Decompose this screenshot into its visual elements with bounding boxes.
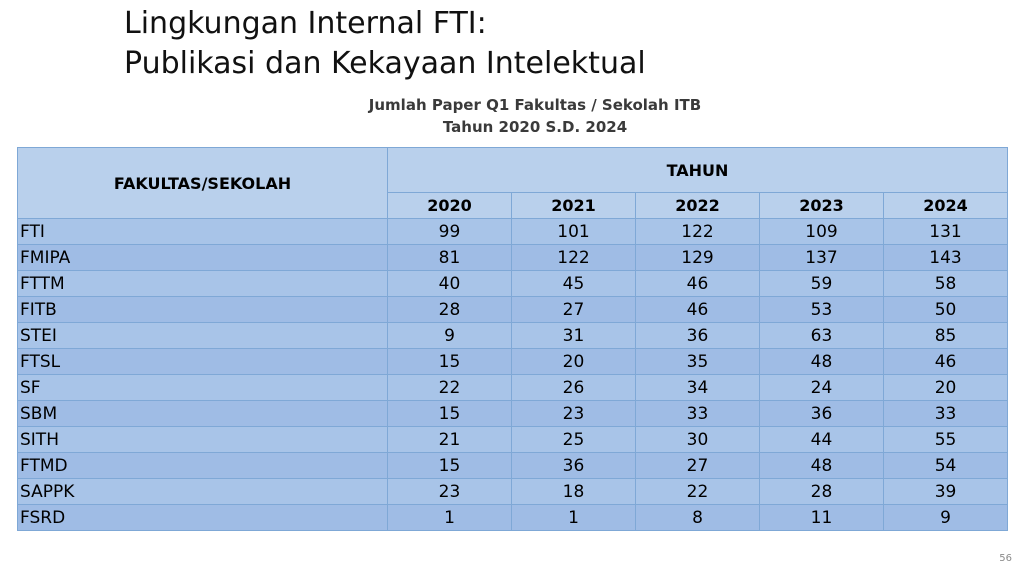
- header-year-2024: 2024: [882, 192, 1009, 219]
- value-cell: 48: [759, 452, 884, 479]
- value-cell: 81: [387, 244, 512, 271]
- value-cell: 39: [882, 478, 1009, 505]
- value-cell: 27: [635, 452, 760, 479]
- value-cell: 129: [635, 244, 760, 271]
- value-cell: 18: [511, 478, 636, 505]
- value-cell: 23: [387, 478, 512, 505]
- value-cell: 46: [635, 270, 760, 297]
- value-cell: 8: [635, 504, 760, 531]
- table-row: FTTM 40 45 46 59 58: [17, 270, 1009, 297]
- value-cell: 11: [759, 504, 884, 531]
- value-cell: 85: [882, 322, 1009, 349]
- value-cell: 24: [759, 374, 884, 401]
- paper-q1-table: FAKULTAS/SEKOLAH TAHUN 2020 2021 2022 2023 2…: [17, 147, 1009, 531]
- faculty-cell: FTTM: [17, 270, 388, 297]
- table-caption-line-2: Tahun 2020 S.D. 2024: [442, 118, 628, 136]
- value-cell: 15: [387, 348, 512, 375]
- value-cell: 63: [759, 322, 884, 349]
- faculty-cell: SF: [17, 374, 388, 401]
- value-cell: 40: [387, 270, 512, 297]
- table-row: SITH 21 25 30 44 55: [17, 426, 1009, 453]
- value-cell: 101: [511, 218, 636, 245]
- value-cell: 137: [759, 244, 884, 271]
- value-cell: 25: [511, 426, 636, 453]
- faculty-cell: FSRD: [17, 504, 388, 531]
- value-cell: 20: [882, 374, 1009, 401]
- faculty-cell: SITH: [17, 426, 388, 453]
- value-cell: 28: [387, 296, 512, 323]
- value-cell: 26: [511, 374, 636, 401]
- value-cell: 9: [882, 504, 1009, 531]
- value-cell: 20: [511, 348, 636, 375]
- header-year-2020: 2020: [387, 192, 512, 219]
- value-cell: 30: [635, 426, 760, 453]
- faculty-cell: SBM: [17, 400, 388, 427]
- value-cell: 15: [387, 400, 512, 427]
- value-cell: 59: [759, 270, 884, 297]
- header-year-2022: 2022: [635, 192, 760, 219]
- value-cell: 34: [635, 374, 760, 401]
- value-cell: 15: [387, 452, 512, 479]
- header-year-2023: 2023: [759, 192, 884, 219]
- value-cell: 22: [387, 374, 512, 401]
- header-faculty: FAKULTAS/SEKOLAH: [17, 147, 388, 219]
- slide-title-line-1: Lingkungan Internal FTI:: [124, 6, 487, 41]
- value-cell: 22: [635, 478, 760, 505]
- table-caption: Jumlah Paper Q1 Fakultas / Sekolah ITB T…: [0, 94, 1024, 138]
- faculty-cell: FITB: [17, 296, 388, 323]
- value-cell: 122: [511, 244, 636, 271]
- table-row: FITB 28 27 46 53 50: [17, 296, 1009, 323]
- table-row: FTMD 15 36 27 48 54: [17, 452, 1009, 479]
- table-row: FMIPA 81 122 129 137 143: [17, 244, 1009, 271]
- value-cell: 36: [511, 452, 636, 479]
- value-cell: 46: [635, 296, 760, 323]
- value-cell: 44: [759, 426, 884, 453]
- value-cell: 46: [882, 348, 1009, 375]
- header-year-group: TAHUN: [386, 147, 1009, 193]
- value-cell: 58: [882, 270, 1009, 297]
- page-number: 56: [999, 553, 1012, 564]
- value-cell: 1: [511, 504, 636, 531]
- value-cell: 31: [511, 322, 636, 349]
- table-row: FSRD 1 1 8 11 9: [17, 504, 1009, 531]
- slide-title-line-2: Publikasi dan Kekayaan Intelektual: [124, 46, 646, 81]
- value-cell: 28: [759, 478, 884, 505]
- table-row: FTSL 15 20 35 48 46: [17, 348, 1009, 375]
- value-cell: 99: [387, 218, 512, 245]
- table-row: SAPPK 23 18 22 28 39: [17, 478, 1009, 505]
- value-cell: 27: [511, 296, 636, 323]
- slide-title: Lingkungan Internal FTI: Publikasi dan K…: [124, 4, 646, 84]
- value-cell: 50: [882, 296, 1009, 323]
- value-cell: 143: [882, 244, 1009, 271]
- faculty-cell: FTMD: [17, 452, 388, 479]
- value-cell: 1: [387, 504, 512, 531]
- table-caption-line-1: Jumlah Paper Q1 Fakultas / Sekolah ITB: [368, 96, 702, 114]
- value-cell: 131: [882, 218, 1009, 245]
- value-cell: 33: [882, 400, 1009, 427]
- faculty-cell: FTSL: [17, 348, 388, 375]
- value-cell: 53: [759, 296, 884, 323]
- value-cell: 9: [387, 322, 512, 349]
- value-cell: 21: [387, 426, 512, 453]
- value-cell: 55: [882, 426, 1009, 453]
- faculty-cell: FTI: [17, 218, 388, 245]
- value-cell: 36: [759, 400, 884, 427]
- table-row: SBM 15 23 33 36 33: [17, 400, 1009, 427]
- table-row: SF 22 26 34 24 20: [17, 374, 1009, 401]
- value-cell: 36: [635, 322, 760, 349]
- value-cell: 23: [511, 400, 636, 427]
- value-cell: 109: [759, 218, 884, 245]
- value-cell: 33: [635, 400, 760, 427]
- value-cell: 45: [511, 270, 636, 297]
- table-row: STEI 9 31 36 63 85: [17, 322, 1009, 349]
- header-year-2021: 2021: [511, 192, 636, 219]
- faculty-cell: FMIPA: [17, 244, 388, 271]
- value-cell: 48: [759, 348, 884, 375]
- faculty-cell: STEI: [17, 322, 388, 349]
- value-cell: 122: [635, 218, 760, 245]
- table-row: FTI 99 101 122 109 131: [17, 218, 1009, 245]
- value-cell: 35: [635, 348, 760, 375]
- faculty-cell: SAPPK: [17, 478, 388, 505]
- value-cell: 54: [882, 452, 1009, 479]
